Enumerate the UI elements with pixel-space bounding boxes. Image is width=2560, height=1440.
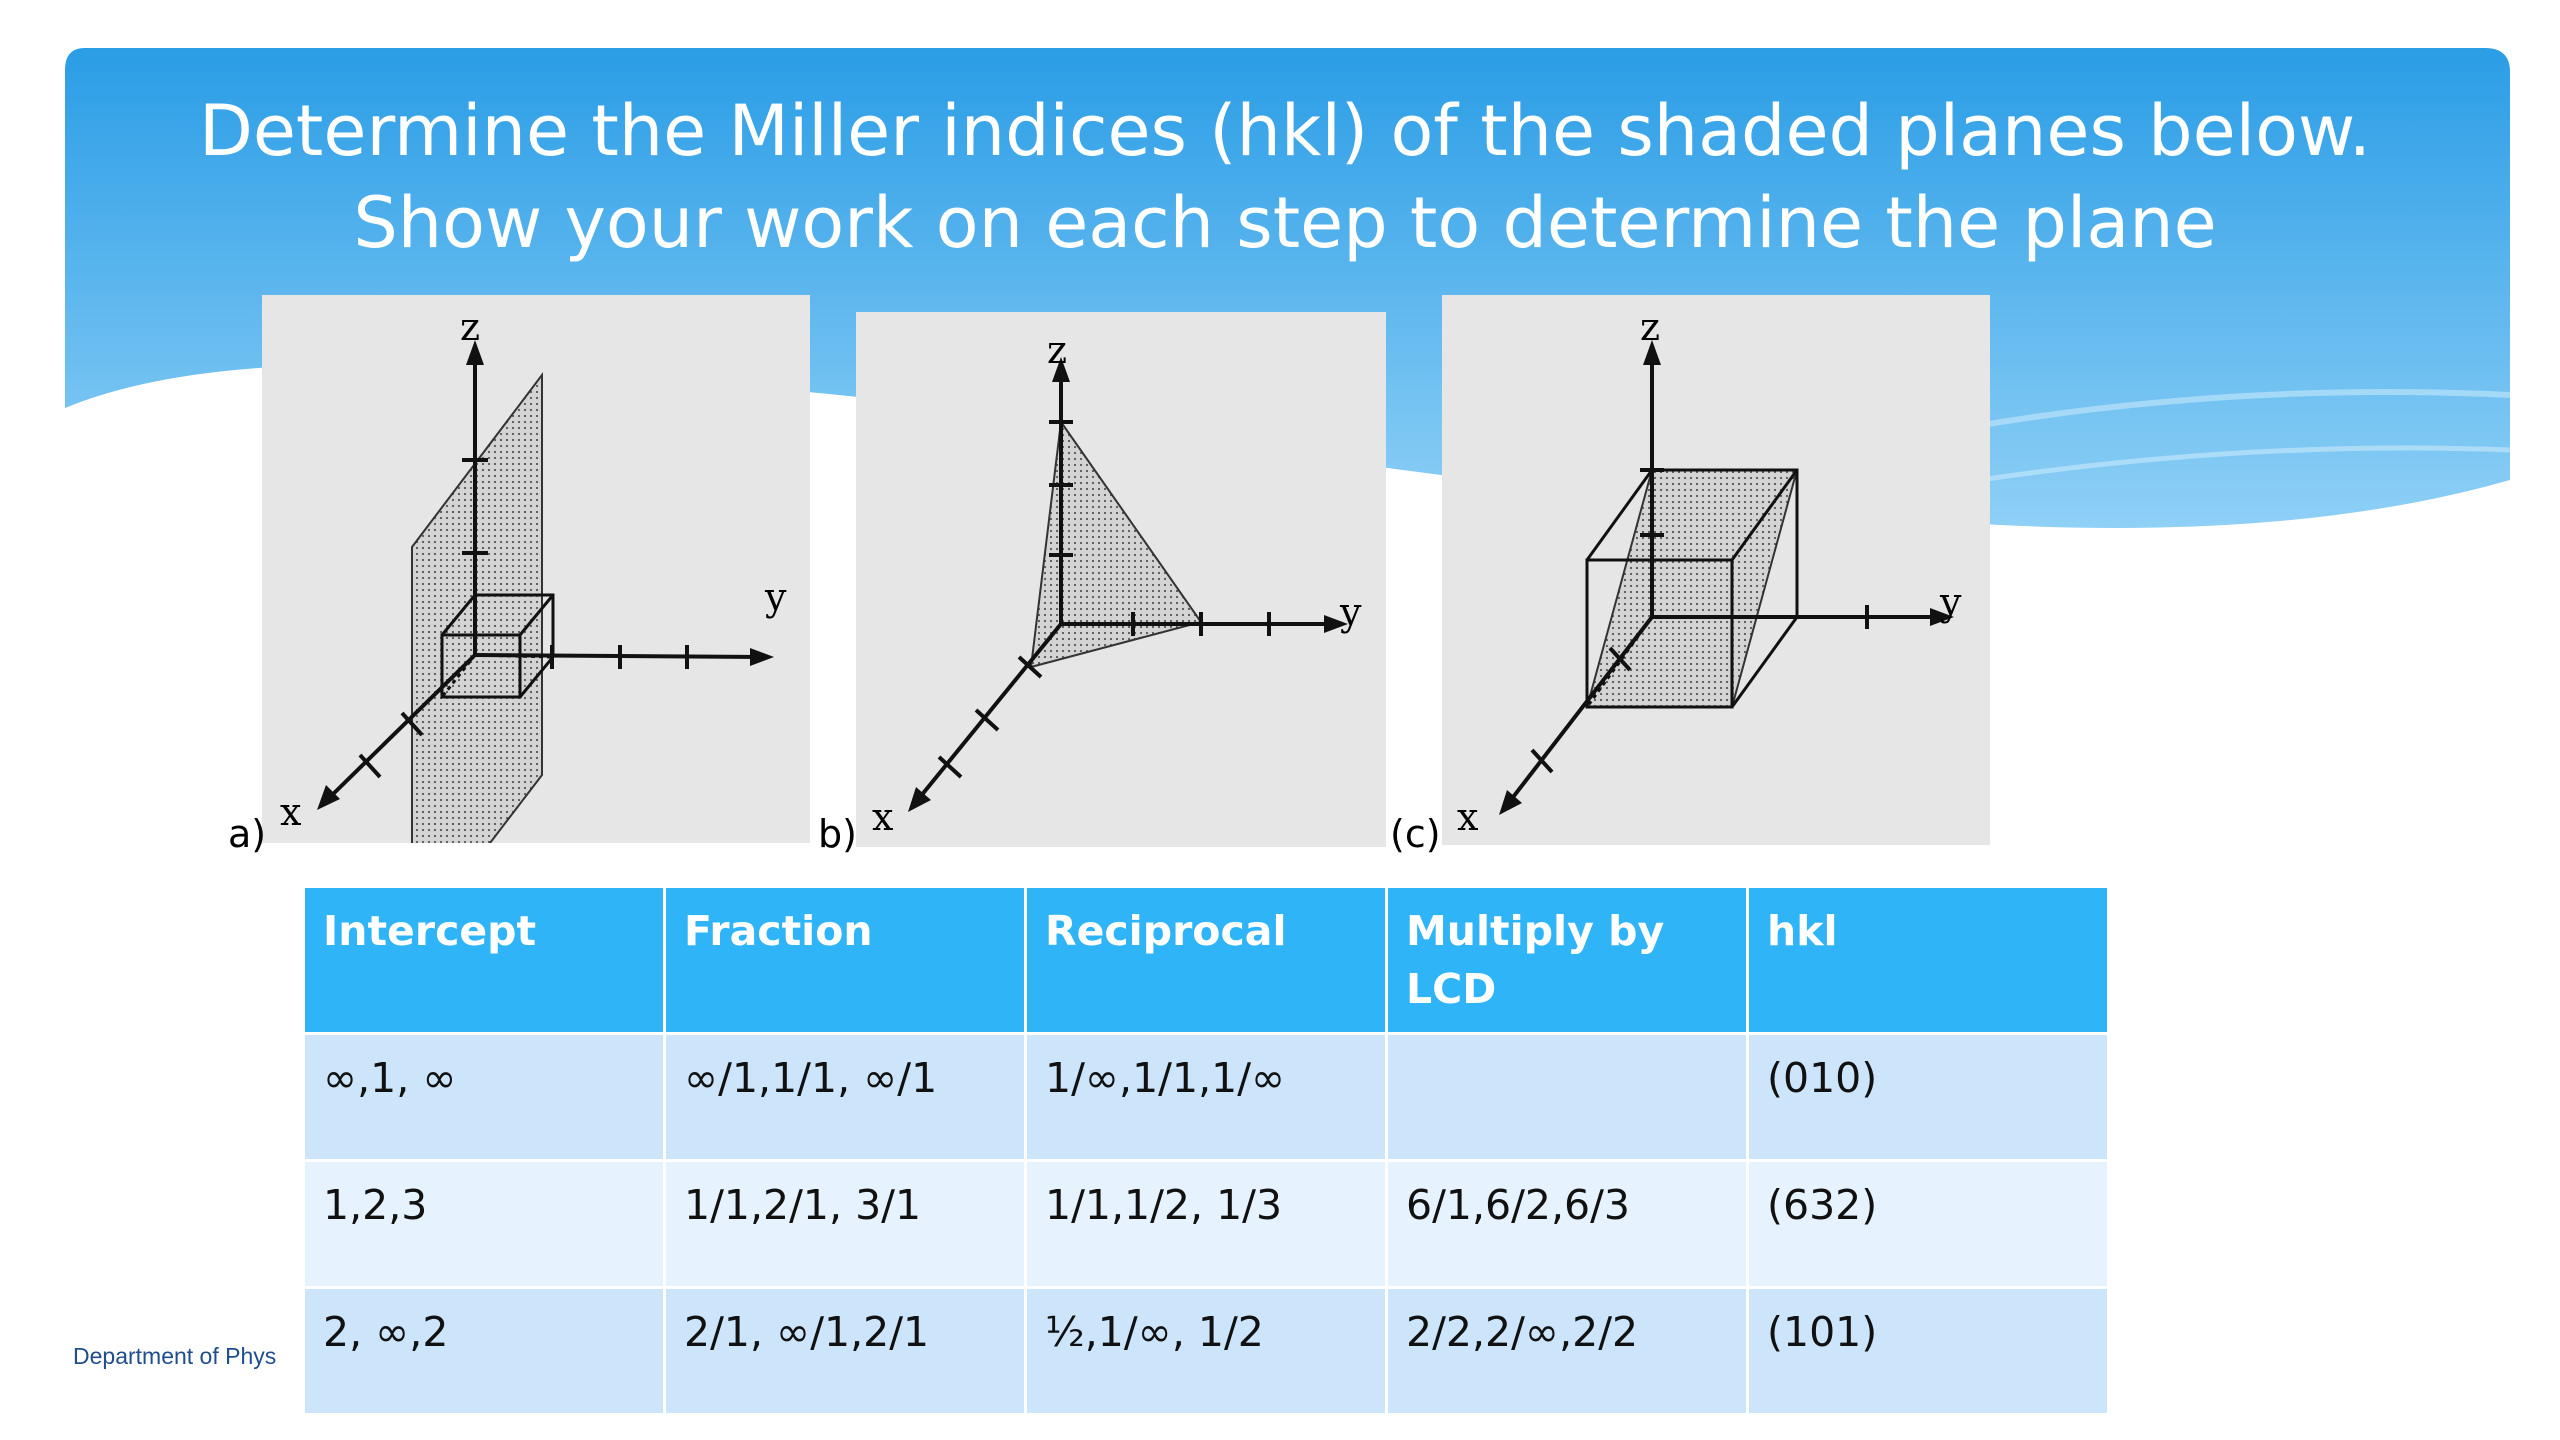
table-row: 2, ∞,2 2/1, ∞/1,2/1 ½,1/∞, 1/2 2/2,2/∞,2… — [302, 1286, 2110, 1416]
header-reciprocal: Reciprocal — [1024, 885, 1388, 1035]
cell-multiply — [1385, 1032, 1749, 1162]
cell-intercept: 1,2,3 — [302, 1159, 666, 1289]
figure-c-z-label: z — [1640, 305, 1661, 349]
cell-hkl: (010) — [1746, 1032, 2110, 1162]
cell-reciprocal: 1/1,1/2, 1/3 — [1024, 1159, 1388, 1289]
figure-a-y-label: y — [765, 575, 787, 619]
table-header-row: Intercept Fraction Reciprocal Multiply b… — [302, 885, 2110, 1035]
figure-b-plane-632 — [856, 312, 1386, 847]
cell-intercept: ∞,1, ∞ — [302, 1032, 666, 1162]
cell-fraction: 2/1, ∞/1,2/1 — [663, 1286, 1027, 1416]
header-multiply-by-lcd: Multiply by LCD — [1385, 885, 1749, 1035]
cell-multiply: 2/2,2/∞,2/2 — [1385, 1286, 1749, 1416]
header-intercept: Intercept — [302, 885, 666, 1035]
figure-c-x-label: x — [1457, 795, 1479, 839]
cell-reciprocal: 1/∞,1/1,1/∞ — [1024, 1032, 1388, 1162]
table-row: ∞,1, ∞ ∞/1,1/1, ∞/1 1/∞,1/1,1/∞ (010) — [302, 1032, 2110, 1162]
cell-hkl: (632) — [1746, 1159, 2110, 1289]
header-fraction: Fraction — [663, 885, 1027, 1035]
slide-title: Determine the Miller indices (hkl) of th… — [198, 90, 2372, 264]
cell-intercept: 2, ∞,2 — [302, 1286, 666, 1416]
cell-fraction: 1/1,2/1, 3/1 — [663, 1159, 1027, 1289]
figure-b-y-label: y — [1340, 590, 1362, 634]
figure-c-label: (c) — [1390, 812, 1441, 856]
miller-indices-table: Intercept Fraction Reciprocal Multiply b… — [302, 885, 2110, 1416]
figure-c-y-label: y — [1940, 580, 1962, 624]
cell-multiply: 6/1,6/2,6/3 — [1385, 1159, 1749, 1289]
footer-department: Department of Phys — [73, 1343, 277, 1369]
table-row: 1,2,3 1/1,2/1, 3/1 1/1,1/2, 1/3 6/1,6/2,… — [302, 1159, 2110, 1289]
figure-b-label: b) — [818, 812, 857, 856]
figure-a-label: a) — [228, 812, 267, 856]
cell-fraction: ∞/1,1/1, ∞/1 — [663, 1032, 1027, 1162]
figure-b-z-label: z — [1047, 328, 1068, 372]
figure-a-plane-010 — [262, 295, 810, 843]
figure-a-z-label: z — [460, 305, 481, 349]
cell-hkl: (101) — [1746, 1286, 2110, 1416]
figure-c-plane-101 — [1442, 295, 1990, 845]
cell-reciprocal: ½,1/∞, 1/2 — [1024, 1286, 1388, 1416]
header-hkl: hkl — [1746, 885, 2110, 1035]
figure-b-x-label: x — [872, 795, 894, 839]
figure-a-x-label: x — [280, 790, 302, 834]
